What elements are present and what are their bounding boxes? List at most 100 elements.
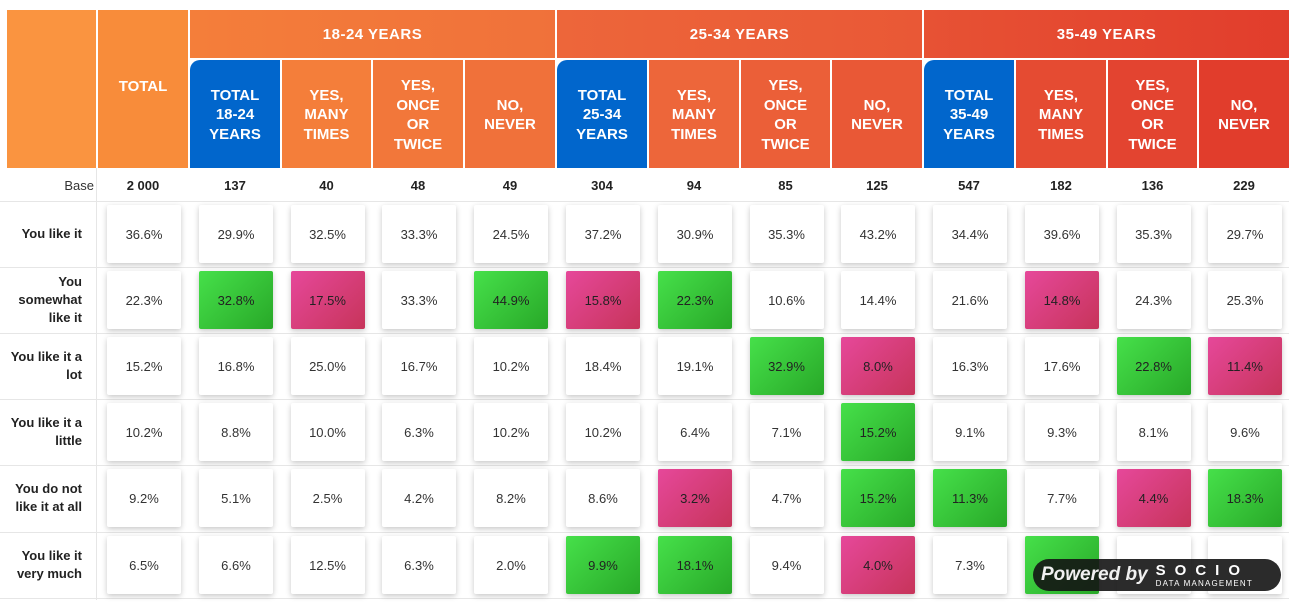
- table-cell: 9.1%: [933, 403, 1007, 461]
- grid-line-horizontal: [0, 201, 1289, 202]
- table-cell: 33.3%: [382, 205, 456, 263]
- table-cell: 17.5%: [290, 271, 365, 329]
- table-cell: 3.2%: [658, 469, 732, 527]
- table-cell: 7.3%: [933, 536, 1007, 594]
- table-cell: 6.3%: [382, 403, 456, 461]
- base-value: 49: [502, 177, 518, 193]
- table-cell: 4.4%: [1116, 469, 1191, 527]
- base-label: Base: [64, 177, 94, 193]
- row-label: You like it very much: [16, 548, 82, 581]
- watermark-subtitle: DATA MANAGEMENT: [1155, 578, 1253, 588]
- base-value: 182: [1050, 177, 1072, 193]
- table-cell: 8.8%: [199, 403, 273, 461]
- base-value: 229: [1233, 177, 1255, 193]
- base-value: 2 000: [126, 177, 160, 193]
- table-cell: 36.6%: [107, 205, 181, 263]
- row-label: You somewhat like it: [18, 274, 82, 325]
- group-header-1: 18-24 YEARS: [190, 10, 555, 58]
- column-header: NO, NEVER: [465, 60, 555, 168]
- base-value: 85: [778, 177, 793, 193]
- table-cell: 34.4%: [933, 205, 1007, 263]
- table-cell: 22.3%: [107, 271, 181, 329]
- table-cell: 9.4%: [749, 536, 824, 594]
- grid-line-horizontal: [0, 333, 1289, 334]
- grid-line-horizontal: [0, 267, 1289, 268]
- table-cell: 8.1%: [1116, 403, 1191, 461]
- group-header-2: 25-34 YEARS: [557, 10, 922, 58]
- base-value: 48: [410, 177, 426, 193]
- table-cell: 32.5%: [290, 205, 365, 263]
- column-header-total: TOTAL: [98, 10, 188, 168]
- table-cell: 24.3%: [1116, 271, 1191, 329]
- table-cell: 32.8%: [199, 271, 273, 329]
- column-header: TOTAL 35-49 YEARS: [924, 60, 1014, 168]
- table-cell: 7.7%: [1025, 469, 1099, 527]
- table-cell: 44.9%: [474, 271, 548, 329]
- table-cell: 21.6%: [933, 271, 1007, 329]
- column-header: YES, MANY TIMES: [282, 60, 371, 168]
- base-value: 137: [224, 177, 246, 193]
- table-cell: 8.0%: [841, 337, 915, 395]
- table-cell: 10.2%: [566, 403, 640, 461]
- table-cell: 2.5%: [290, 469, 365, 527]
- table-cell: 9.9%: [566, 536, 640, 594]
- table-cell: 10.6%: [749, 271, 824, 329]
- table-cell: 6.4%: [658, 403, 732, 461]
- table-cell: 16.3%: [933, 337, 1007, 395]
- row-label: You like it: [21, 226, 82, 241]
- watermark-powered-text: Powered by: [1041, 564, 1148, 585]
- table-cell: 24.5%: [474, 205, 548, 263]
- table-cell: 19.1%: [658, 337, 732, 395]
- table-cell: 10.2%: [107, 403, 181, 461]
- watermark-brand: SOCIO: [1155, 561, 1249, 579]
- table-cell: 5.1%: [199, 469, 273, 527]
- table-cell: 9.6%: [1208, 403, 1282, 461]
- base-value: 40: [319, 177, 334, 193]
- table-cell: 8.2%: [474, 469, 548, 527]
- column-header: TOTAL 25-34 YEARS: [557, 60, 647, 168]
- table-cell: 16.7%: [382, 337, 456, 395]
- table-cell: 4.7%: [749, 469, 824, 527]
- table-cell: 10.0%: [290, 403, 365, 461]
- table-cell: 35.3%: [1116, 205, 1191, 263]
- table-cell: 15.8%: [566, 271, 640, 329]
- column-header: NO, NEVER: [1199, 60, 1289, 168]
- table-cell: 18.4%: [566, 337, 640, 395]
- column-header: YES, MANY TIMES: [649, 60, 739, 168]
- table-cell: 9.3%: [1025, 403, 1099, 461]
- table-cell: 15.2%: [841, 403, 915, 461]
- table-cell: 18.1%: [658, 536, 732, 594]
- powered-by-watermark: Powered by SOCIO DATA MANAGEMENT: [1033, 559, 1281, 591]
- base-value: 125: [866, 177, 888, 193]
- table-cell: 39.6%: [1025, 205, 1099, 263]
- table-cell: 32.9%: [749, 337, 824, 395]
- table-cell: 9.2%: [107, 469, 181, 527]
- table-cell: 17.6%: [1025, 337, 1099, 395]
- table-cell: 25.3%: [1208, 271, 1282, 329]
- row-label: You like it a little: [10, 415, 82, 448]
- row-label: You like it a lot: [10, 349, 82, 382]
- table-cell: 12.5%: [290, 536, 365, 594]
- table-cell: 6.5%: [107, 536, 181, 594]
- table-cell: 29.7%: [1208, 205, 1282, 263]
- header-corner: [7, 10, 96, 168]
- base-value: 94: [686, 177, 702, 193]
- table-cell: 15.2%: [841, 469, 915, 527]
- table-cell: 11.4%: [1208, 337, 1282, 395]
- table-cell: 14.4%: [841, 271, 915, 329]
- base-value: 136: [1141, 177, 1164, 193]
- column-header: YES, ONCE OR TWICE: [741, 60, 830, 168]
- column-header: YES, MANY TIMES: [1016, 60, 1106, 168]
- table-cell: 22.3%: [658, 271, 732, 329]
- column-header: TOTAL 18-24 YEARS: [190, 60, 280, 168]
- table-cell: 10.2%: [474, 337, 548, 395]
- grid-line-horizontal: [0, 399, 1289, 400]
- table-cell: 4.2%: [382, 469, 456, 527]
- table-cell: 6.6%: [199, 536, 273, 594]
- table-cell: 16.8%: [199, 337, 273, 395]
- table-cell: 15.2%: [107, 337, 181, 395]
- table-cell: 2.0%: [474, 536, 548, 594]
- table-cell: 14.8%: [1025, 271, 1099, 329]
- table-cell: 35.3%: [749, 205, 824, 263]
- column-header: NO, NEVER: [832, 60, 922, 168]
